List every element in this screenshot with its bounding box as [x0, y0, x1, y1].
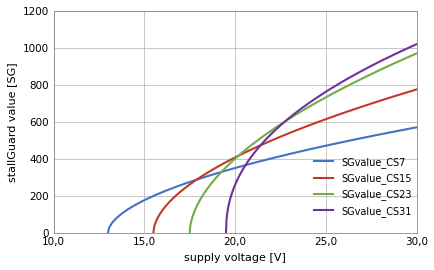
SGvalue_CS31: [223, 231, 228, 234]
SGvalue_CS7: [205, 174, 210, 177]
SGvalue_CS7: [299, 149, 304, 153]
SGvalue_CS7: [105, 231, 110, 234]
SGvalue_CS7: [227, 168, 232, 171]
SGvalue_CS15: [341, 111, 346, 114]
SGvalue_CS23: [214, 175, 219, 178]
SGvalue_CS15: [316, 120, 321, 123]
SGvalue_CS23: [260, 134, 266, 137]
SGvalue_CS23: [413, 52, 418, 55]
SGvalue_CS31: [298, 107, 303, 110]
SGvalue_CS15: [151, 231, 156, 234]
SGvalue_CS15: [236, 154, 241, 157]
SGvalue_CS23: [276, 123, 282, 127]
SGvalue_CS23: [350, 81, 355, 85]
SGvalue_CS15: [254, 145, 260, 148]
SGvalue_CS7: [413, 126, 418, 129]
SGvalue_CS15: [413, 88, 418, 91]
SGvalue_CS31: [246, 158, 251, 162]
SGvalue_CS23: [187, 231, 192, 234]
Line: SGvalue_CS7: SGvalue_CS7: [108, 127, 416, 233]
Line: SGvalue_CS31: SGvalue_CS31: [226, 44, 416, 233]
SGvalue_CS31: [342, 78, 348, 81]
SGvalue_CS23: [329, 92, 334, 95]
SGvalue_CS31: [413, 43, 418, 46]
SGvalue_CS15: [182, 186, 187, 190]
SGvalue_CS7: [327, 143, 332, 146]
Line: SGvalue_CS15: SGvalue_CS15: [153, 89, 416, 233]
SGvalue_CS15: [340, 111, 345, 114]
SGvalue_CS7: [142, 198, 148, 201]
SGvalue_CS31: [360, 68, 365, 72]
Y-axis label: stallGuard value [SG]: stallGuard value [SG]: [7, 62, 17, 182]
Line: SGvalue_CS23: SGvalue_CS23: [189, 53, 416, 233]
Legend: SGvalue_CS7, SGvalue_CS15, SGvalue_CS23, SGvalue_CS31: SGvalue_CS7, SGvalue_CS15, SGvalue_CS23,…: [313, 157, 411, 217]
SGvalue_CS7: [329, 143, 334, 146]
SGvalue_CS23: [351, 81, 356, 84]
X-axis label: supply voltage [V]: supply voltage [V]: [184, 253, 286, 263]
SGvalue_CS31: [361, 68, 366, 71]
SGvalue_CS31: [285, 117, 290, 120]
